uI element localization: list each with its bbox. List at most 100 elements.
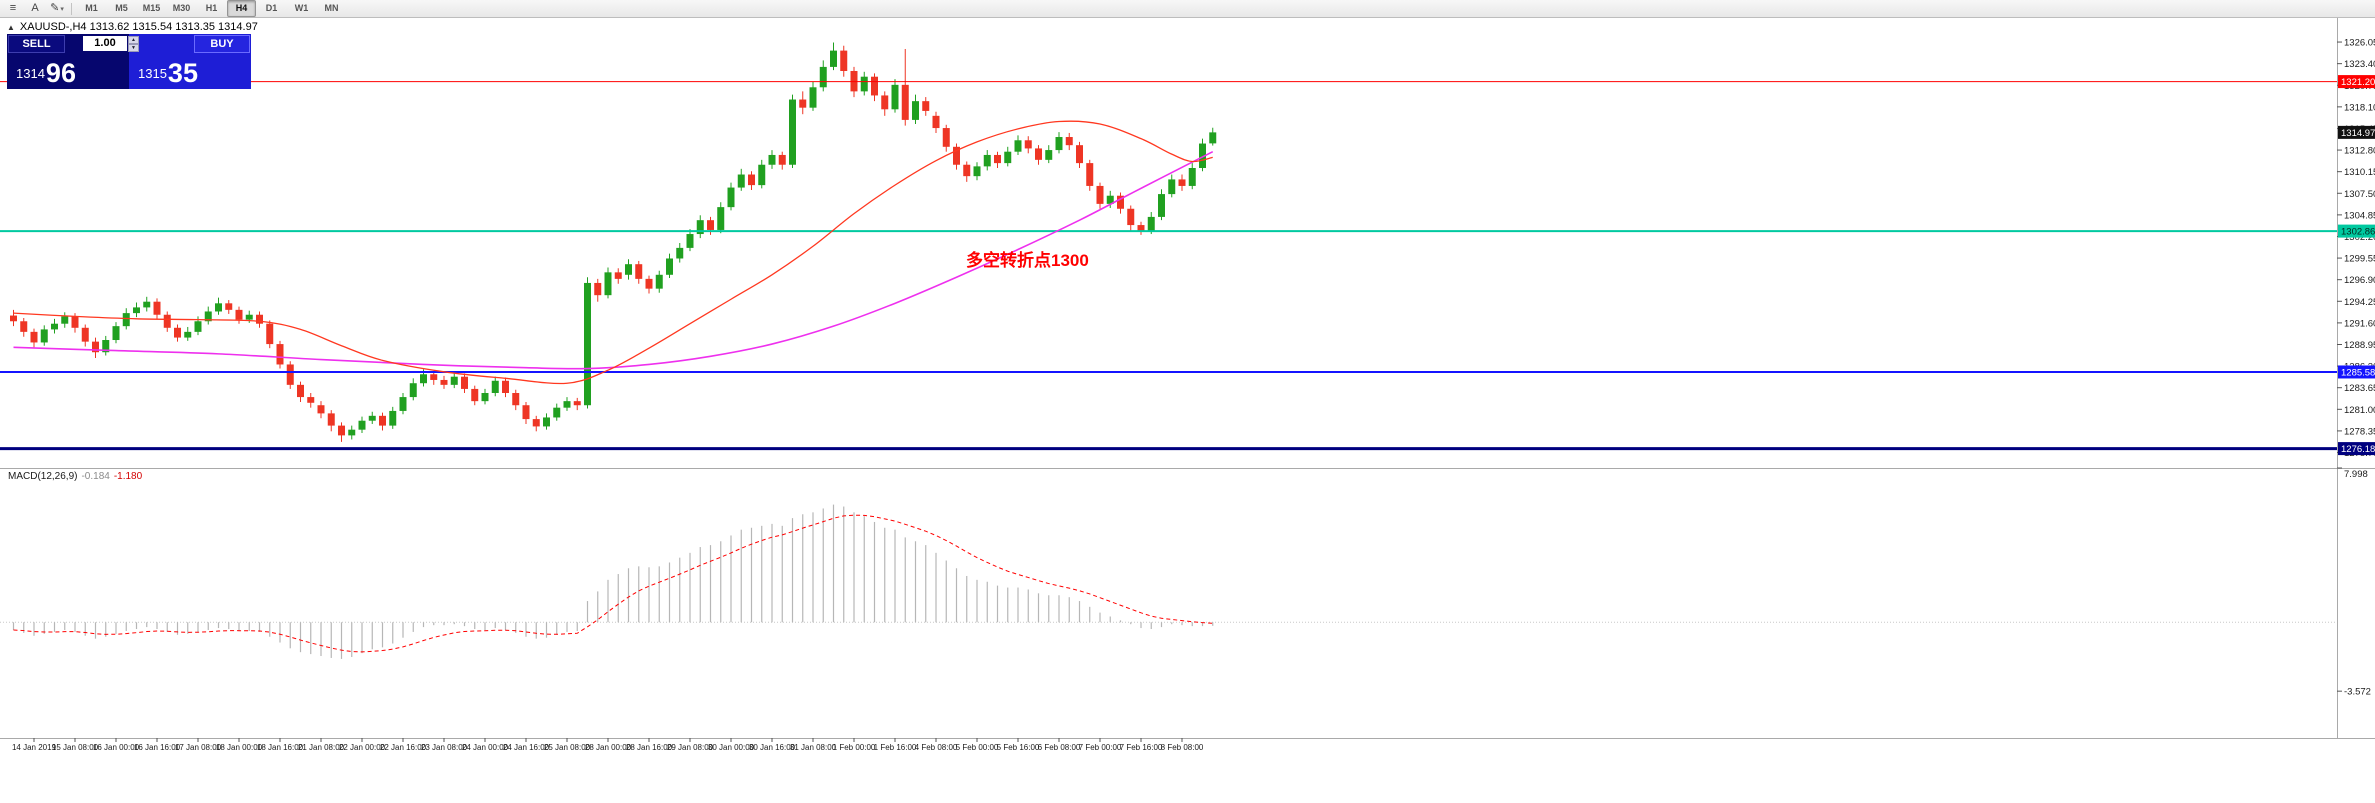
time-label: 18 Jan 16:00	[256, 743, 304, 752]
time-label: 1 Feb 16:00	[873, 743, 917, 752]
chart-annotation: 多空转折点1300	[966, 251, 1089, 270]
ask-price: 1315 35	[138, 60, 198, 87]
toolbar-separator	[71, 2, 72, 15]
time-label: 6 Feb 08:00	[1037, 743, 1081, 752]
time-axis: 14 Jan 2019 15 Jan 08:00 16 Jan 00:00 16 Ja…	[0, 742, 2337, 756]
time-label: 8 Feb 08:00	[1160, 743, 1204, 752]
time-label: 29 Jan 08:00	[666, 743, 714, 752]
svg-text:1318.10: 1318.10	[2344, 102, 2375, 113]
time-label: 23 Jan 08:00	[420, 743, 468, 752]
macd-main-value: -0.184	[81, 471, 110, 482]
svg-text:1276.18: 1276.18	[2341, 444, 2375, 455]
timeframe-button-m5[interactable]: M5	[115, 3, 128, 13]
svg-text:1288.95: 1288.95	[2344, 340, 2375, 351]
time-label: 1 Feb 00:00	[832, 743, 876, 752]
time-label: 14 Jan 2019	[11, 743, 57, 752]
timeframe-button-w1[interactable]: W1	[294, 3, 309, 13]
ask-price-small: 1315	[138, 66, 167, 81]
svg-text:1312.80: 1312.80	[2344, 146, 2375, 157]
svg-text:1326.05: 1326.05	[2344, 38, 2375, 49]
time-label: 30 Jan 16:00	[748, 743, 796, 752]
svg-text:1299.55: 1299.55	[2344, 254, 2375, 265]
timeframe-button-mn[interactable]: MN	[324, 3, 339, 13]
timeframe-button-m30[interactable]: M30	[172, 3, 191, 13]
svg-text:1304.85: 1304.85	[2344, 210, 2375, 221]
macd-indicator-label: MACD(12,26,9) -0.184 -1.180	[8, 471, 142, 482]
volume-decrease-button[interactable]: ▼	[128, 44, 139, 52]
svg-text:1307.50: 1307.50	[2344, 189, 2375, 200]
price-tags: 1321.20 1314.97 1302.86 1285.58 1276.18	[2338, 75, 2375, 456]
svg-text:1314.97: 1314.97	[2341, 128, 2375, 139]
time-label: 21 Jan 08:00	[297, 743, 345, 752]
time-label: 4 Feb 08:00	[914, 743, 958, 752]
time-label: 31 Jan 08:00	[789, 743, 837, 752]
one-click-trading-panel: SELL 1.00 ▲ ▼ BUY 1314 96 1315 35	[7, 34, 251, 89]
candlesticks	[10, 42, 1217, 442]
time-label: 24 Jan 00:00	[461, 743, 509, 752]
bid-price-small: 1314	[16, 66, 45, 81]
svg-text:1294.25: 1294.25	[2344, 297, 2375, 308]
horizontal-level-lines[interactable]	[0, 81, 2337, 451]
toolbar-icon-group: ≡ A ✎▾	[4, 1, 66, 16]
time-label: 22 Jan 16:00	[379, 743, 427, 752]
time-label: 16 Jan 00:00	[92, 743, 140, 752]
time-label: 7 Feb 00:00	[1078, 743, 1122, 752]
timeframe-button-h4[interactable]: H4	[227, 0, 256, 17]
volume-increase-button[interactable]: ▲	[128, 36, 139, 44]
svg-text:1323.40: 1323.40	[2344, 59, 2375, 70]
timeframe-button-d1[interactable]: D1	[265, 3, 278, 13]
macd-histogram	[12, 504, 1214, 659]
svg-text:1278.35: 1278.35	[2344, 426, 2375, 437]
time-label: 22 Jan 00:00	[338, 743, 386, 752]
time-label: 18 Jan 00:00	[215, 743, 263, 752]
bid-price: 1314 96	[16, 60, 76, 87]
svg-text:1281.00: 1281.00	[2344, 405, 2375, 416]
macd-signal-value: -1.180	[113, 471, 143, 482]
svg-text:1302.86: 1302.86	[2341, 227, 2375, 238]
price-axis: 1326.051323.401320.751318.101315.451312.…	[2337, 38, 2375, 459]
timeframe-group: M1 M5 M15 M30 H1 H4 D1 W1 MN	[77, 0, 346, 17]
svg-text:1283.65: 1283.65	[2344, 383, 2375, 394]
ask-price-big: 35	[167, 58, 198, 88]
chart-title-text: XAUUSD-,H4 1313.62 1315.54 1313.35 1314.…	[19, 21, 258, 33]
bid-price-big: 96	[45, 58, 76, 88]
time-label: 28 Jan 00:00	[584, 743, 632, 752]
time-label: 30 Jan 00:00	[707, 743, 755, 752]
timeframe-button-h1[interactable]: H1	[205, 3, 218, 13]
svg-text:-3.572: -3.572	[2344, 687, 2371, 698]
svg-text:1296.90: 1296.90	[2344, 275, 2375, 286]
time-label: 28 Jan 16:00	[625, 743, 673, 752]
svg-text:1321.20: 1321.20	[2341, 77, 2375, 88]
sell-button[interactable]: SELL	[8, 35, 65, 53]
time-label: 25 Jan 08:00	[543, 743, 591, 752]
menu-icon[interactable]: ≡	[9, 2, 17, 14]
time-label: 17 Jan 08:00	[174, 743, 222, 752]
chart-title: ▲ XAUUSD-,H4 1313.62 1315.54 1313.35 131…	[7, 21, 258, 33]
text-tool-icon[interactable]: A	[31, 2, 39, 14]
time-label: 15 Jan 08:00	[51, 743, 99, 752]
ma-slow-line	[13, 150, 1214, 370]
time-label: 24 Jan 16:00	[502, 743, 550, 752]
timeframe-button-m1[interactable]: M1	[85, 3, 98, 13]
macd-axis: 7.998 -3.572	[2337, 467, 2371, 698]
timeframe-button-m15[interactable]: M15	[142, 3, 161, 13]
macd-signal-line	[13, 514, 1213, 653]
time-label: 7 Feb 16:00	[1119, 743, 1163, 752]
ma-fast-line	[13, 120, 1213, 385]
time-label: 5 Feb 00:00	[955, 743, 999, 752]
svg-text:1291.60: 1291.60	[2344, 318, 2375, 329]
time-label: 16 Jan 16:00	[133, 743, 181, 752]
symbol-marker-icon: ▲	[7, 22, 15, 32]
time-label: 5 Feb 16:00	[996, 743, 1040, 752]
volume-spinner: ▲ ▼	[128, 36, 139, 52]
buy-button[interactable]: BUY	[194, 35, 250, 53]
svg-text:1310.15: 1310.15	[2344, 167, 2375, 178]
volume-input[interactable]: 1.00	[83, 36, 127, 51]
draw-tool-icon[interactable]: ✎▾	[50, 2, 64, 14]
svg-text:1285.58: 1285.58	[2341, 367, 2375, 378]
caret-down-icon: ▾	[60, 6, 64, 13]
svg-text:7.998: 7.998	[2344, 469, 2368, 480]
toolbar: ≡ A ✎▾ M1 M5 M15 M30 H1 H4 D1 W1 MN	[0, 0, 2375, 18]
